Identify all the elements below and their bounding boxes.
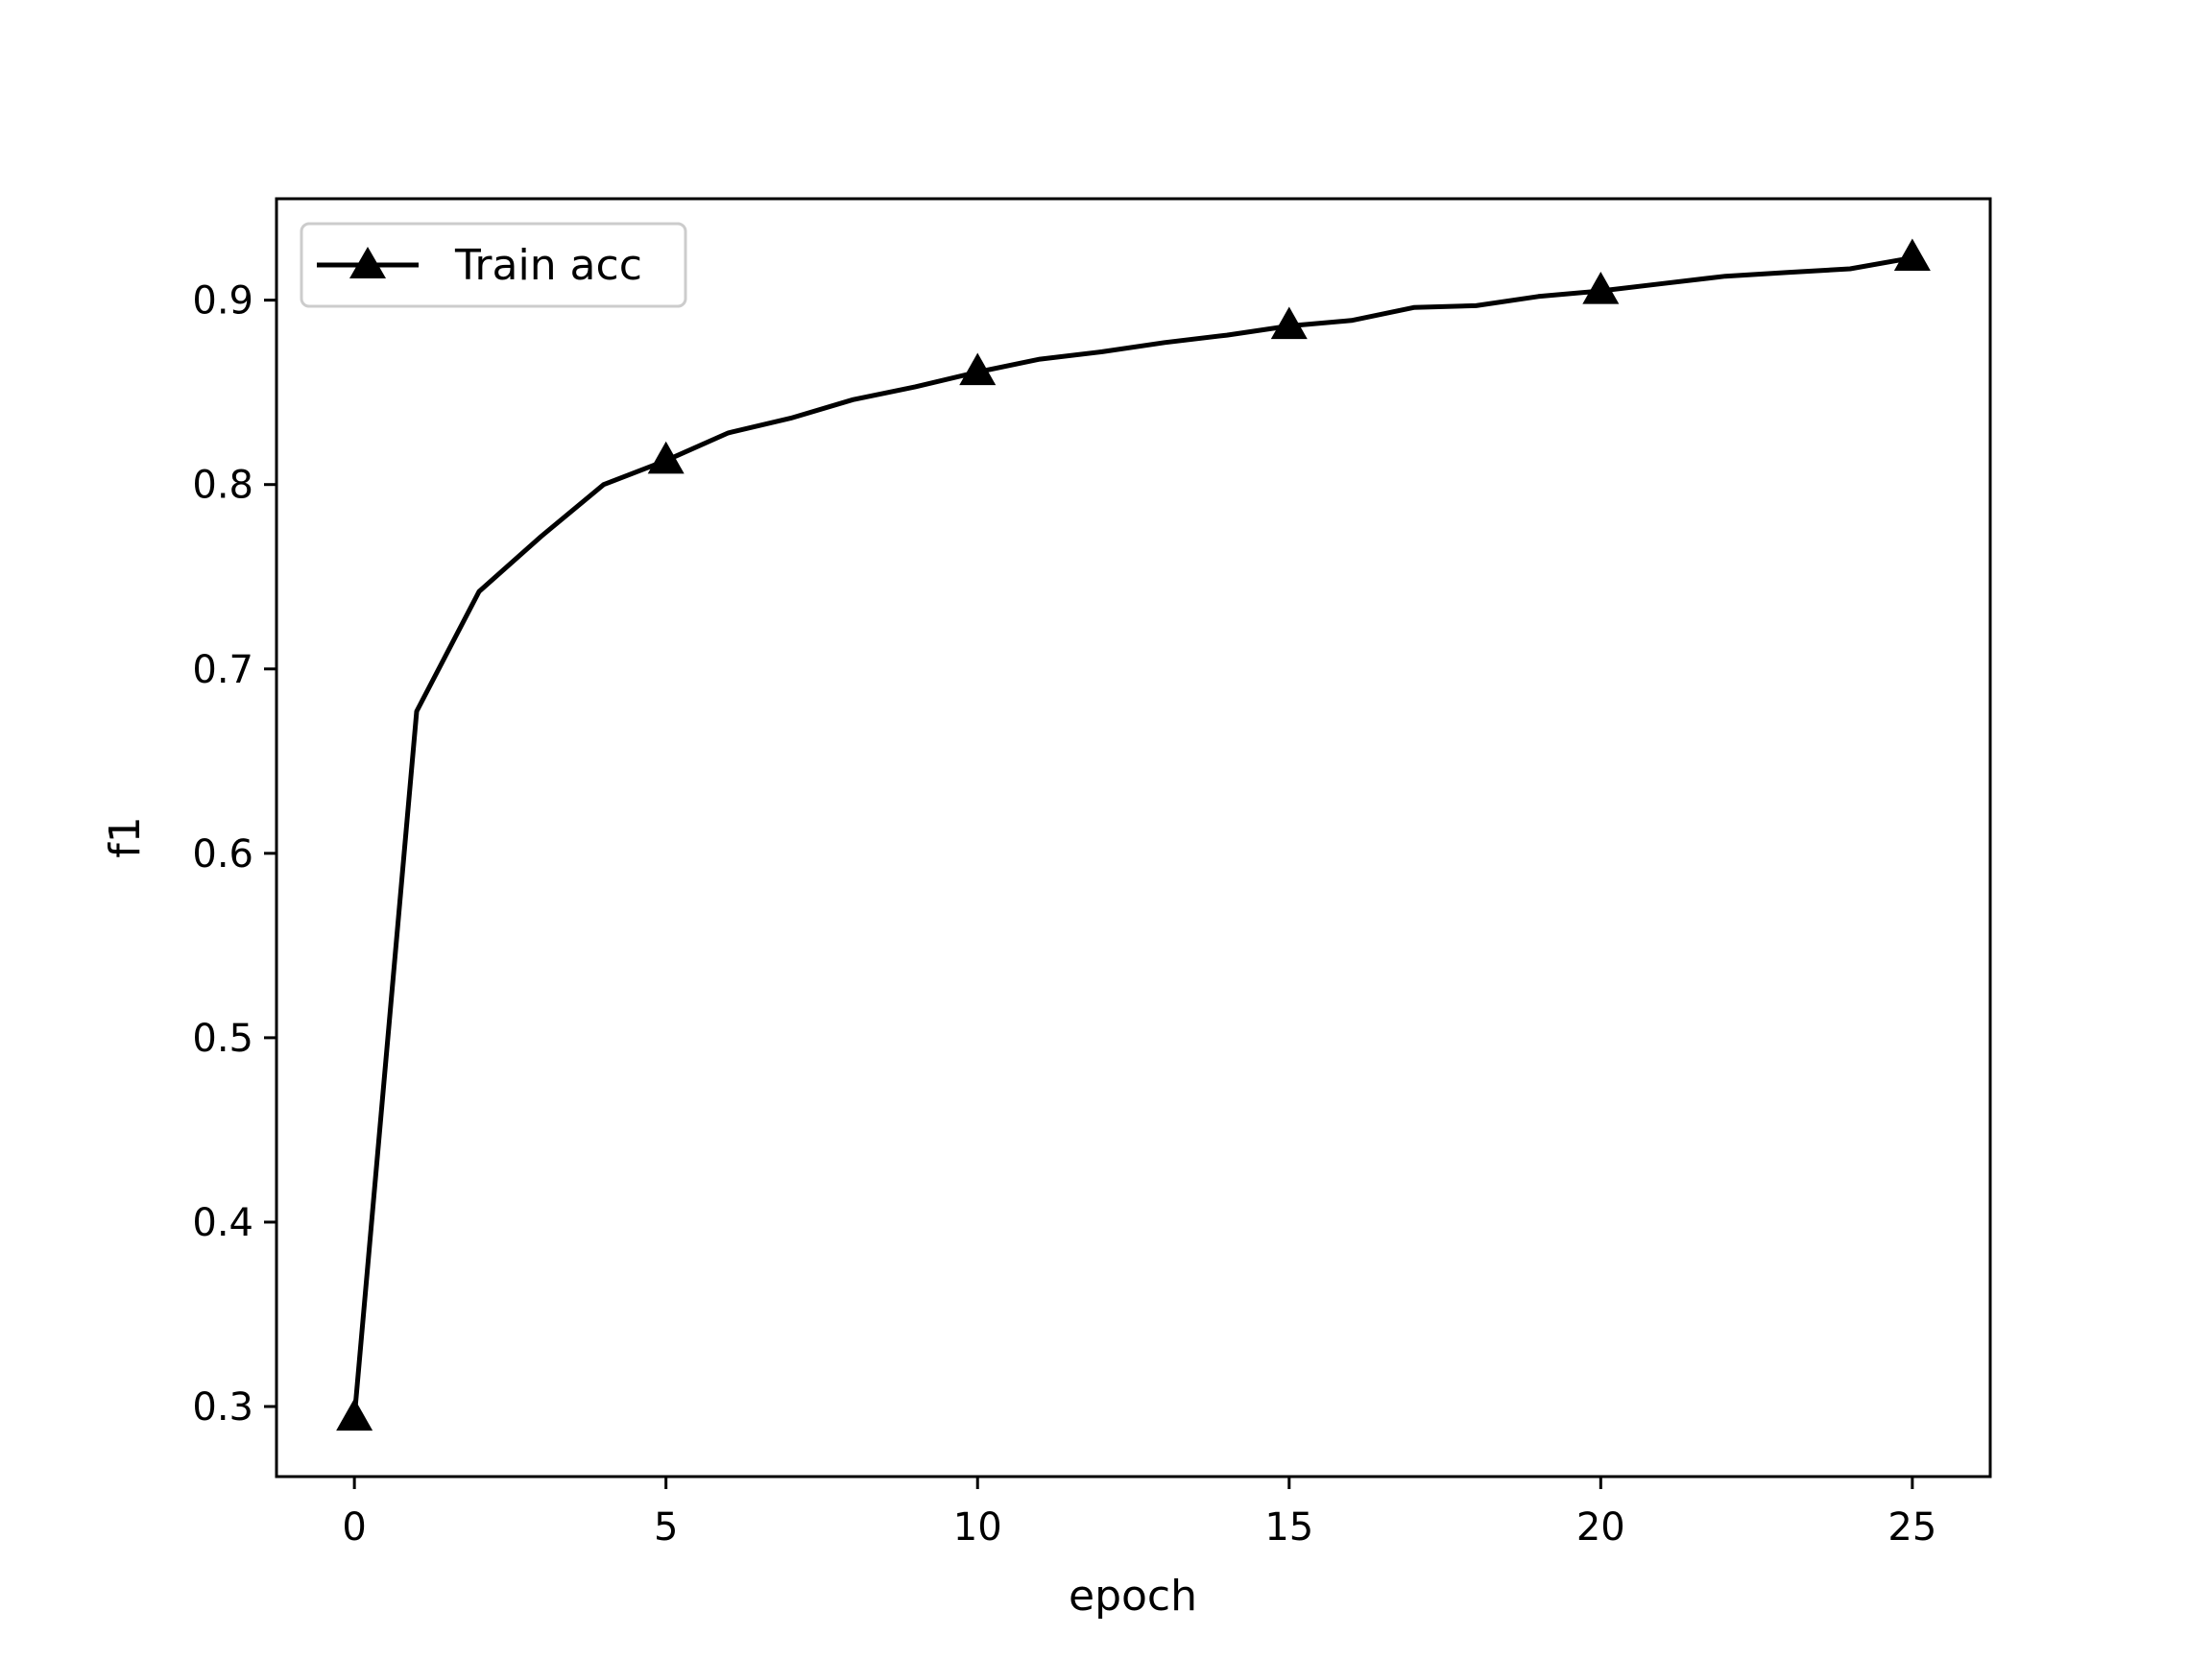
x-tick-label: 5 <box>654 1505 678 1550</box>
legend-box <box>300 222 687 308</box>
x-tick-label: 10 <box>953 1505 1002 1550</box>
y-tick-label: 0.7 <box>192 648 253 692</box>
plot-area <box>276 199 1990 1477</box>
legend: Train acc <box>300 222 687 308</box>
x-axis: 0 5 10 15 20 25 <box>342 1477 1936 1550</box>
series-layer <box>336 238 1931 1431</box>
x-tick-label: 15 <box>1264 1505 1313 1550</box>
y-tick-label: 0.6 <box>192 832 253 877</box>
x-tick-label: 20 <box>1576 1505 1625 1550</box>
y-axis-label: f1 <box>101 816 150 857</box>
data-point-marker <box>647 441 685 474</box>
data-point-marker <box>336 1398 373 1431</box>
y-tick-label: 0.9 <box>192 279 253 324</box>
y-tick-label: 0.3 <box>192 1385 253 1430</box>
y-axis: 0.3 0.4 0.5 0.6 0.7 0.8 0.9 <box>192 279 276 1430</box>
legend-entry-label: Train acc <box>454 241 642 290</box>
data-point-marker <box>1270 306 1308 340</box>
y-tick-label: 0.8 <box>192 464 253 508</box>
legend-marker-triangle <box>349 247 386 278</box>
data-point-marker <box>1893 238 1931 272</box>
x-axis-label: epoch <box>1069 1572 1197 1621</box>
y-tick-label: 0.4 <box>192 1201 253 1245</box>
y-tick-label: 0.5 <box>192 1017 253 1061</box>
data-point-marker <box>959 352 997 386</box>
x-tick-label: 25 <box>1887 1505 1936 1550</box>
data-point-marker <box>1582 272 1620 304</box>
series-line-0 <box>351 254 1915 1421</box>
x-tick-label: 0 <box>342 1505 366 1550</box>
plot-frame <box>275 197 1992 1479</box>
